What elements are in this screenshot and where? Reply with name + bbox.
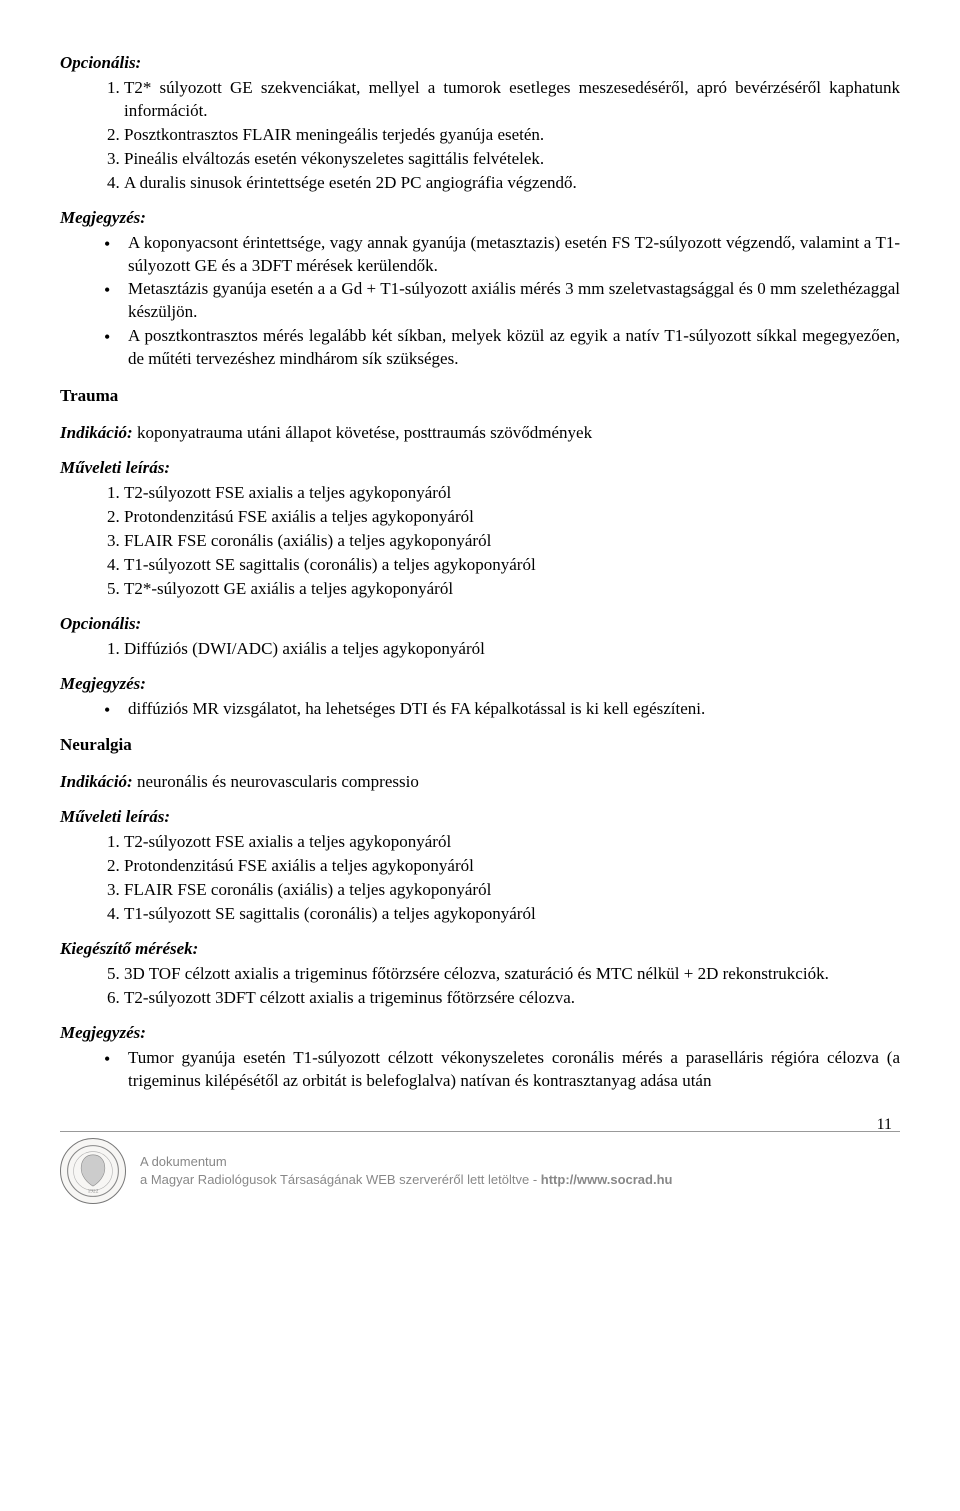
- megjegyzes-label-trauma: Megjegyzés:: [60, 673, 900, 696]
- list-item: FLAIR FSE coronális (axiális) a teljes a…: [124, 530, 900, 553]
- list-item: T2-súlyozott FSE axialis a teljes agykop…: [124, 482, 900, 505]
- footer-line2: a Magyar Radiológusok Társaságának WEB s…: [140, 1171, 672, 1189]
- list-item: Posztkontrasztos FLAIR meningeális terje…: [124, 124, 900, 147]
- footer-url: http://www.socrad.hu: [541, 1172, 673, 1187]
- indikacio-label-n: Indikáció:: [60, 772, 133, 791]
- list-item: T2* súlyozott GE szekvenciákat, mellyel …: [124, 77, 900, 123]
- muveleti-list-neuralgia: T2-súlyozott FSE axialis a teljes agykop…: [60, 831, 900, 926]
- opcionalis-label-trauma: Opcionális:: [60, 613, 900, 636]
- megjegyzes-list-trauma: diffúziós MR vizsgálatot, ha lehetséges …: [60, 698, 900, 721]
- indikacio-label: Indikáció:: [60, 423, 133, 442]
- logo-svg: 1922: [66, 1144, 120, 1198]
- muveleti-list-trauma: T2-súlyozott FSE axialis a teljes agykop…: [60, 482, 900, 601]
- list-item: T2-súlyozott FSE axialis a teljes agykop…: [124, 831, 900, 854]
- svg-text:1922: 1922: [88, 1188, 99, 1194]
- muveleti-label-trauma: Műveleti leírás:: [60, 457, 900, 480]
- muveleti-label-neuralgia: Műveleti leírás:: [60, 806, 900, 829]
- footer-line1: A dokumentum: [140, 1153, 672, 1171]
- list-item: Diffúziós (DWI/ADC) axiális a teljes agy…: [124, 638, 900, 661]
- indikacio-text: koponyatrauma utáni állapot követése, po…: [133, 423, 592, 442]
- list-item: diffúziós MR vizsgálatot, ha lehetséges …: [104, 698, 900, 721]
- list-item: Protondenzitású FSE axiális a teljes agy…: [124, 855, 900, 878]
- neuralgia-indikacio: Indikáció: neuronális és neurovascularis…: [60, 771, 900, 794]
- megjegyzes-list-1: A koponyacsont érintettsége, vagy annak …: [60, 232, 900, 372]
- footer-line2a: a Magyar Radiológusok Társaságának WEB s…: [140, 1172, 541, 1187]
- trauma-heading: Trauma: [60, 385, 900, 408]
- opcionalis-label: Opcionális:: [60, 52, 900, 75]
- opcionalis-list-1: T2* súlyozott GE szekvenciákat, mellyel …: [60, 77, 900, 195]
- list-item: T2*-súlyozott GE axiális a teljes agykop…: [124, 578, 900, 601]
- list-item: A duralis sinusok érintettsége esetén 2D…: [124, 172, 900, 195]
- page-number: 11: [877, 1114, 892, 1136]
- kiegeszito-list: 3D TOF célzott axialis a trigeminus főtö…: [60, 963, 900, 1010]
- megjegyzes-label-neuralgia: Megjegyzés:: [60, 1022, 900, 1045]
- megjegyzes-list-neuralgia: Tumor gyanúja esetén T1-súlyozott célzot…: [60, 1047, 900, 1093]
- list-item: Protondenzitású FSE axiális a teljes agy…: [124, 506, 900, 529]
- list-item: Metasztázis gyanúja esetén a a Gd + T1-s…: [104, 278, 900, 324]
- page-footer: 11 1922 A dokumentum a Magyar Radiológus…: [60, 1131, 900, 1204]
- list-item: FLAIR FSE coronális (axiális) a teljes a…: [124, 879, 900, 902]
- list-item: T1-súlyozott SE sagittalis (coronális) a…: [124, 903, 900, 926]
- list-item: A posztkontrasztos mérés legalább két sí…: [104, 325, 900, 371]
- footer-text: A dokumentum a Magyar Radiológusok Társa…: [140, 1153, 672, 1188]
- list-item: Tumor gyanúja esetén T1-súlyozott célzot…: [104, 1047, 900, 1093]
- list-item: T1-súlyozott SE sagittalis (coronális) a…: [124, 554, 900, 577]
- indikacio-text-n: neuronális és neurovascularis compressio: [133, 772, 419, 791]
- list-item: Pineális elváltozás esetén vékonyszelete…: [124, 148, 900, 171]
- list-item: 3D TOF célzott axialis a trigeminus főtö…: [124, 963, 900, 986]
- opcionalis-list-trauma: Diffúziós (DWI/ADC) axiális a teljes agy…: [60, 638, 900, 661]
- list-item: T2-súlyozott 3DFT célzott axialis a trig…: [124, 987, 900, 1010]
- megjegyzes-label-1: Megjegyzés:: [60, 207, 900, 230]
- trauma-indikacio: Indikáció: koponyatrauma utáni állapot k…: [60, 422, 900, 445]
- society-logo: 1922: [60, 1138, 126, 1204]
- neuralgia-heading: Neuralgia: [60, 734, 900, 757]
- list-item: A koponyacsont érintettsége, vagy annak …: [104, 232, 900, 278]
- kiegeszito-label: Kiegészítő mérések:: [60, 938, 900, 961]
